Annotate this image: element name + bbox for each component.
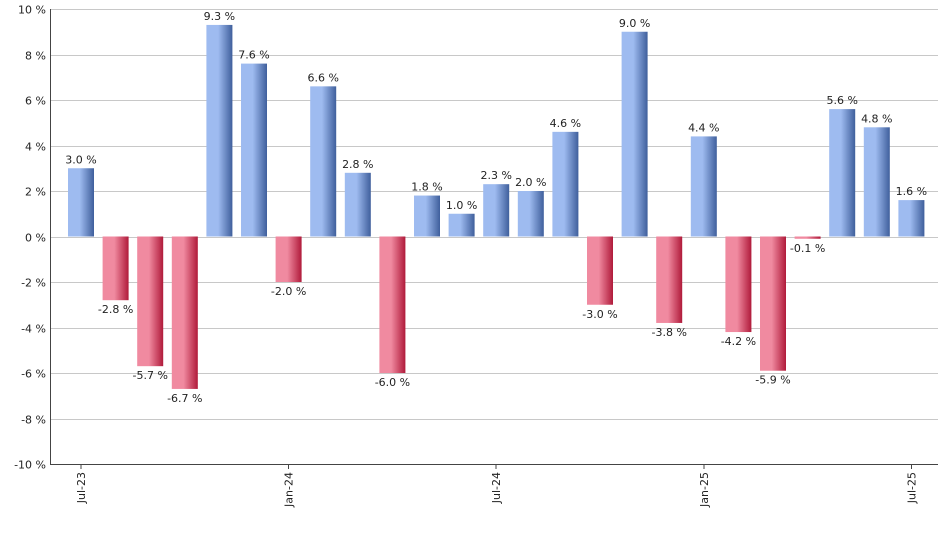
y-tick-label: -4 % [21, 323, 46, 336]
bar [863, 127, 890, 237]
data-label: 9.0 % [619, 17, 650, 30]
bar [552, 131, 579, 237]
data-label: 2.8 % [342, 158, 373, 171]
x-tick-label: Jul-23 [75, 472, 88, 504]
bar [656, 236, 683, 323]
bar [344, 172, 371, 237]
x-tick-label: Jul-25 [905, 472, 918, 504]
data-label: -2.8 % [98, 303, 133, 316]
data-label: 4.8 % [861, 112, 892, 125]
data-label: -5.7 % [132, 369, 167, 382]
y-tick-label: 6 % [25, 95, 46, 108]
bar [171, 236, 198, 389]
data-label: -6.0 % [375, 376, 410, 389]
bar [68, 168, 94, 237]
x-tick-label: Jul-24 [490, 472, 503, 504]
bar [829, 109, 856, 237]
bar [137, 236, 164, 367]
data-label: -4.2 % [721, 335, 756, 348]
y-tick-label: 4 % [25, 141, 46, 154]
bar [760, 236, 786, 371]
bar [690, 136, 717, 237]
bar [414, 195, 440, 237]
data-label: -6.7 % [167, 392, 202, 405]
bar [587, 236, 613, 305]
bar [517, 191, 544, 237]
data-label: 1.8 % [411, 181, 442, 194]
data-label: -3.8 % [651, 326, 686, 339]
y-tick-label: 8 % [25, 50, 46, 63]
data-label: 2.0 % [515, 176, 546, 189]
y-tick-label: -8 % [21, 414, 46, 427]
data-label: 2.3 % [480, 169, 511, 182]
data-label: 3.0 % [65, 153, 96, 166]
data-label: -2.0 % [271, 285, 306, 298]
data-label: 1.6 % [896, 185, 927, 198]
bar [794, 236, 821, 239]
bar [275, 236, 302, 282]
y-tick-label: 2 % [25, 186, 46, 199]
y-tick-label: -10 % [14, 459, 46, 472]
bar [102, 236, 129, 301]
bar [448, 213, 475, 237]
data-label: 7.6 % [238, 49, 269, 62]
y-tick-label: -2 % [21, 277, 46, 290]
bar [898, 200, 925, 237]
data-label: -0.1 % [790, 242, 825, 255]
data-label: 4.6 % [550, 117, 581, 130]
bar [621, 31, 648, 237]
data-label: 5.6 % [826, 94, 857, 107]
data-label: 6.6 % [307, 71, 338, 84]
data-label: 9.3 % [204, 10, 235, 23]
y-tick-label: 10 % [18, 4, 46, 17]
bar [241, 63, 267, 237]
bar [725, 236, 752, 333]
bar [483, 184, 510, 237]
data-label: 1.0 % [446, 199, 477, 212]
data-label: 4.4 % [688, 121, 719, 134]
bar [379, 236, 406, 373]
y-tick-label: 0 % [25, 232, 46, 245]
data-label: -3.0 % [582, 308, 617, 321]
x-tick-label: Jan-25 [698, 472, 711, 508]
bar [310, 86, 337, 237]
bar [206, 24, 233, 237]
x-tick-label: Jan-24 [283, 472, 296, 508]
y-tick-label: -6 % [21, 368, 46, 381]
data-label: -5.9 % [755, 374, 790, 387]
